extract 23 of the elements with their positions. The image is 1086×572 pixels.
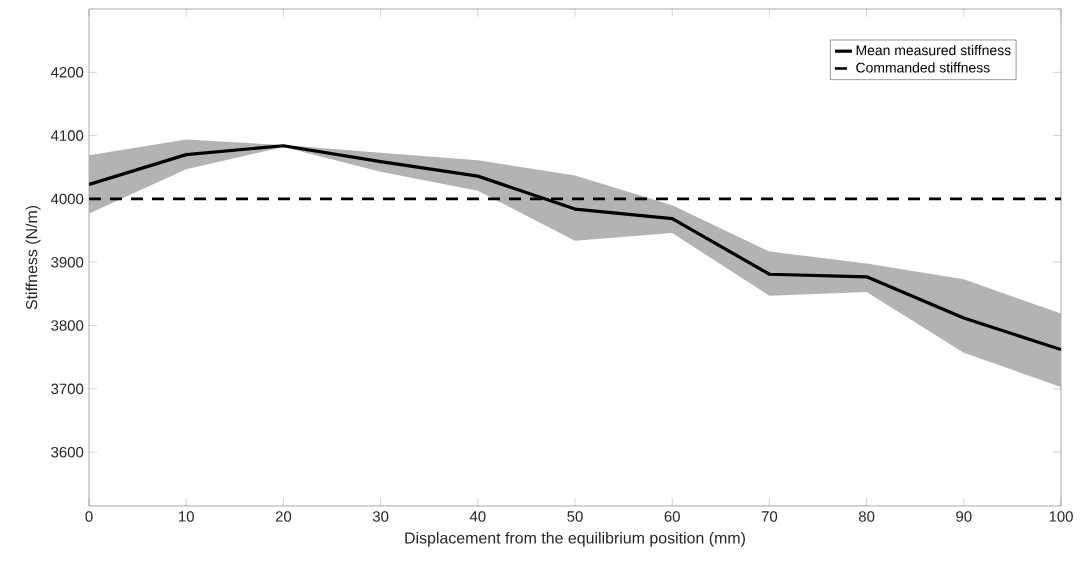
x-tick-label: 10 [179, 511, 194, 522]
y-tick-label: 3700 [51, 383, 84, 395]
y-tick-label: 4000 [50, 193, 84, 205]
x-axis-title: Displacement from the equilibrium position (mm) [405, 531, 745, 547]
x-tick-label: 20 [275, 511, 292, 522]
y-tick-label: 3800 [51, 320, 84, 331]
x-tick-label: 70 [761, 511, 778, 522]
x-tick-label: 40 [469, 511, 486, 522]
x-tick-label: 80 [858, 511, 875, 522]
x-tick-label: 50 [567, 511, 583, 522]
y-tick-label: 3600 [51, 446, 84, 458]
y-tick-label: 3900 [51, 256, 84, 268]
x-tick-label: 30 [372, 511, 389, 522]
y-tick-label: 4100 [50, 130, 84, 141]
x-tick-label: 60 [664, 511, 680, 522]
line-series [89, 144, 1062, 352]
y-tick-label: 4200 [50, 67, 84, 78]
x-tick-label: 90 [956, 511, 972, 522]
y-axis-title: Stiffness (N/m) [25, 205, 41, 310]
legend-label: Commanded stiffness [856, 62, 990, 73]
x-tick-label: 100 [1049, 511, 1073, 522]
x-tick-label: 0 [85, 511, 93, 522]
legend-label: Mean measured stiffness [856, 44, 1011, 56]
